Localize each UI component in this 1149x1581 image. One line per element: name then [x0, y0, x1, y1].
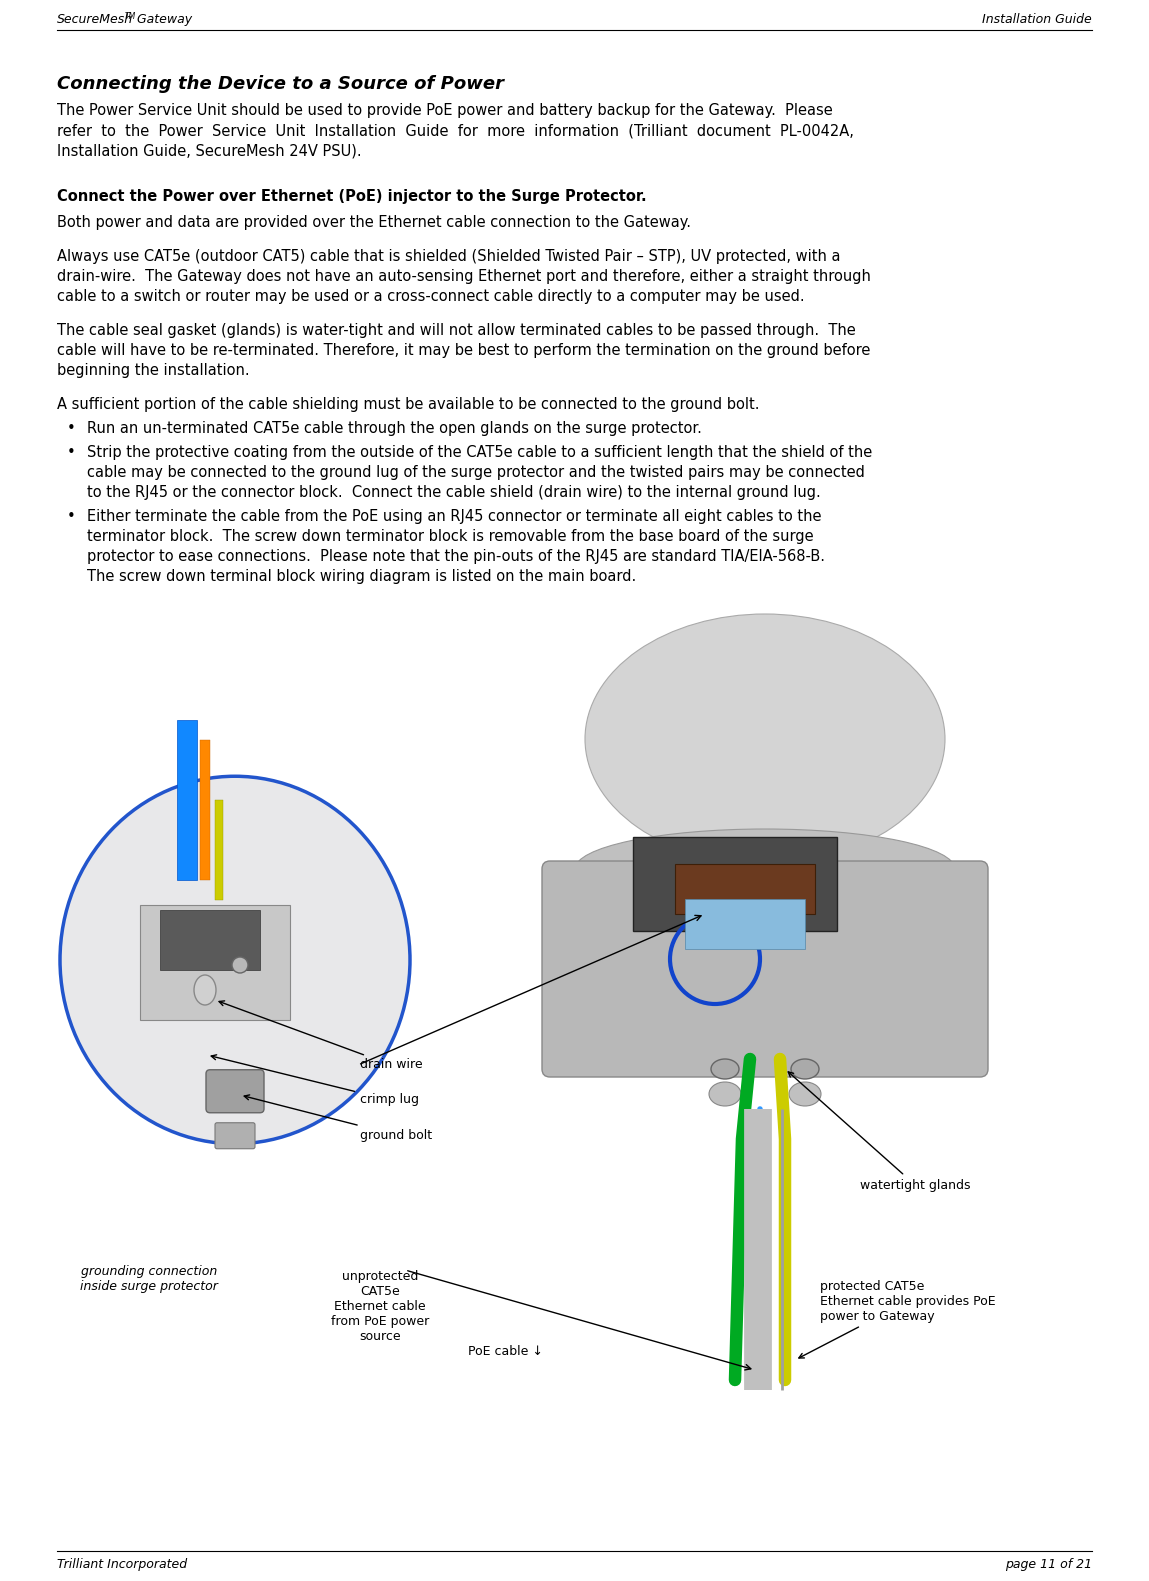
Text: unprotected
CAT5e
Ethernet cable
from PoE power
source: unprotected CAT5e Ethernet cable from Po…: [331, 1270, 429, 1342]
Text: Installation Guide, SecureMesh 24V PSU).: Installation Guide, SecureMesh 24V PSU).: [57, 142, 362, 158]
Text: Gateway: Gateway: [133, 13, 192, 25]
FancyBboxPatch shape: [685, 900, 805, 949]
Ellipse shape: [791, 1059, 819, 1078]
Text: drain-wire.  The Gateway does not have an auto-sensing Ethernet port and therefo: drain-wire. The Gateway does not have an…: [57, 269, 871, 285]
Text: page 11 of 21: page 11 of 21: [1005, 1557, 1092, 1572]
Text: Both power and data are provided over the Ethernet cable connection to the Gatew: Both power and data are provided over th…: [57, 215, 691, 229]
Circle shape: [232, 957, 248, 972]
Ellipse shape: [60, 776, 410, 1143]
Text: beginning the installation.: beginning the installation.: [57, 364, 249, 378]
Text: Connecting the Device to a Source of Power: Connecting the Device to a Source of Pow…: [57, 74, 504, 93]
Text: Strip the protective coating from the outside of the CAT5e cable to a sufficient: Strip the protective coating from the ou…: [87, 444, 872, 460]
Text: protected CAT5e
Ethernet cable provides PoE
power to Gateway: protected CAT5e Ethernet cable provides …: [799, 1281, 996, 1358]
Text: Installation Guide: Installation Guide: [982, 13, 1092, 25]
Text: The Power Service Unit should be used to provide PoE power and battery backup fo: The Power Service Unit should be used to…: [57, 103, 833, 119]
FancyBboxPatch shape: [542, 862, 988, 1077]
Ellipse shape: [709, 1081, 741, 1107]
FancyBboxPatch shape: [140, 904, 290, 1020]
Text: refer  to  the  Power  Service  Unit  Installation  Guide  for  more  informatio: refer to the Power Service Unit Installa…: [57, 123, 854, 138]
Text: grounding connection
inside surge protector: grounding connection inside surge protec…: [80, 1265, 218, 1293]
Ellipse shape: [711, 1059, 739, 1078]
Text: •: •: [67, 509, 76, 523]
Text: Always use CAT5e (outdoor CAT5) cable that is shielded (Shielded Twisted Pair – : Always use CAT5e (outdoor CAT5) cable th…: [57, 248, 841, 264]
Text: cable may be connected to the ground lug of the surge protector and the twisted : cable may be connected to the ground lug…: [87, 465, 865, 481]
Text: •: •: [67, 444, 76, 460]
Text: cable will have to be re-terminated. Therefore, it may be best to perform the te: cable will have to be re-terminated. The…: [57, 343, 871, 357]
Text: watertight glands: watertight glands: [788, 1072, 971, 1192]
FancyBboxPatch shape: [215, 800, 223, 900]
FancyBboxPatch shape: [160, 911, 260, 971]
Text: Run an un-terminated CAT5e cable through the open glands on the surge protector.: Run an un-terminated CAT5e cable through…: [87, 421, 702, 436]
Text: crimp lug: crimp lug: [211, 1055, 419, 1107]
FancyBboxPatch shape: [674, 863, 815, 914]
Text: cable to a switch or router may be used or a cross-connect cable directly to a c: cable to a switch or router may be used …: [57, 289, 804, 304]
Text: A sufficient portion of the cable shielding must be available to be connected to: A sufficient portion of the cable shield…: [57, 397, 759, 413]
FancyBboxPatch shape: [633, 836, 836, 931]
Text: PoE cable ↓: PoE cable ↓: [468, 1345, 542, 1358]
Text: to the RJ45 or the connector block.  Connect the cable shield (drain wire) to th: to the RJ45 or the connector block. Conn…: [87, 485, 820, 500]
Ellipse shape: [574, 828, 955, 909]
Text: The screw down terminal block wiring diagram is listed on the main board.: The screw down terminal block wiring dia…: [87, 569, 637, 583]
FancyBboxPatch shape: [206, 1070, 264, 1113]
Text: protector to ease connections.  Please note that the pin-outs of the RJ45 are st: protector to ease connections. Please no…: [87, 549, 825, 564]
Ellipse shape: [194, 975, 216, 1006]
Text: drain wire: drain wire: [219, 1001, 423, 1072]
Ellipse shape: [789, 1081, 822, 1107]
Text: The cable seal gasket (glands) is water-tight and will not allow terminated cabl: The cable seal gasket (glands) is water-…: [57, 323, 856, 338]
Text: Trilliant Incorporated: Trilliant Incorporated: [57, 1557, 187, 1572]
Text: SecureMesh: SecureMesh: [57, 13, 133, 25]
Text: TM: TM: [125, 13, 137, 21]
Text: ground bolt: ground bolt: [245, 1096, 432, 1141]
Text: Connect the Power over Ethernet (PoE) injector to the Surge Protector.: Connect the Power over Ethernet (PoE) in…: [57, 190, 647, 204]
FancyBboxPatch shape: [177, 719, 196, 881]
Text: •: •: [67, 421, 76, 436]
Text: Either terminate the cable from the PoE using an RJ45 connector or terminate all: Either terminate the cable from the PoE …: [87, 509, 822, 523]
FancyBboxPatch shape: [215, 1123, 255, 1149]
Text: terminator block.  The screw down terminator block is removable from the base bo: terminator block. The screw down termina…: [87, 530, 813, 544]
FancyBboxPatch shape: [200, 740, 210, 881]
Ellipse shape: [585, 613, 944, 863]
